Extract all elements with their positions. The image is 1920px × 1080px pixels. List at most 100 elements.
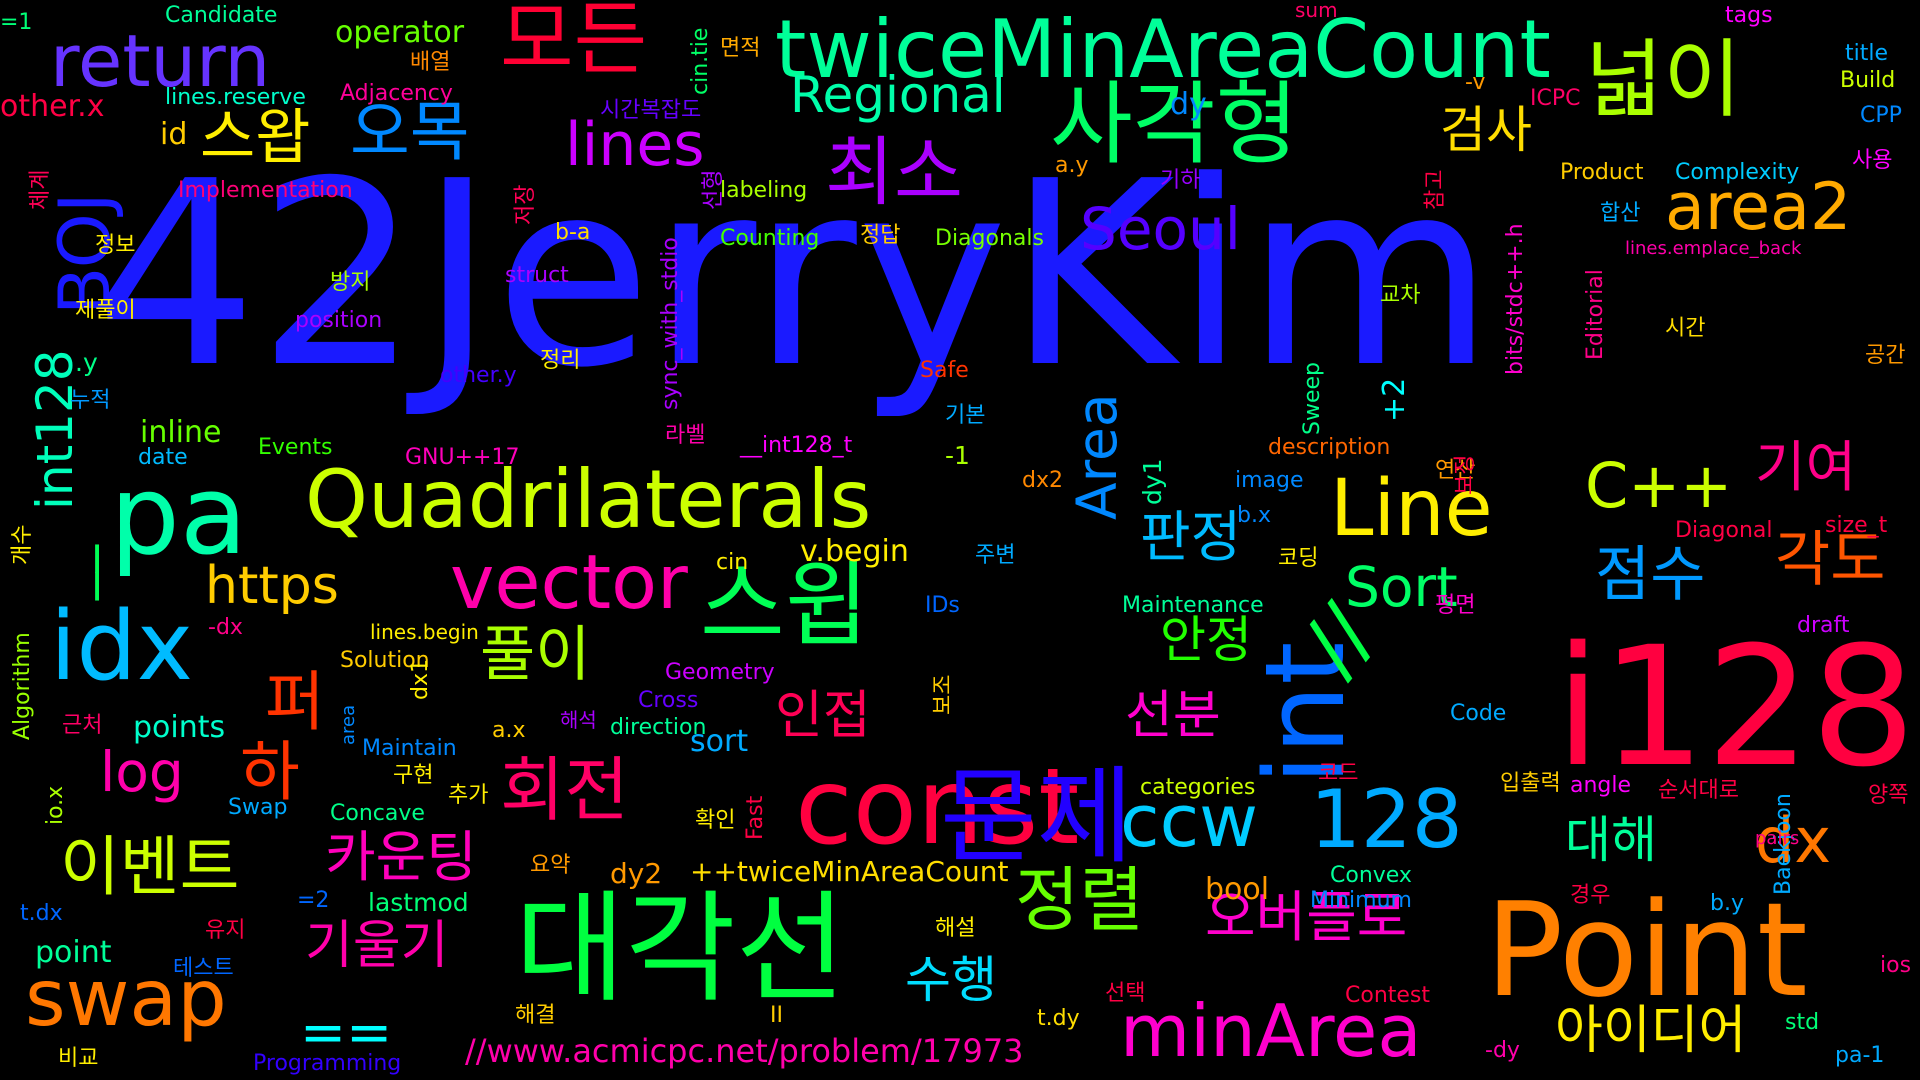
word: b.y — [1710, 891, 1744, 916]
word: 해결 — [515, 1003, 556, 1028]
word: Sweep — [1300, 362, 1325, 435]
word: dy — [1170, 87, 1207, 122]
word: 오목 — [350, 95, 470, 170]
word: 최소 — [825, 128, 964, 216]
word: description — [1268, 435, 1391, 460]
word: draft — [1797, 613, 1850, 638]
word: dy2 — [610, 857, 663, 890]
word: Implementation — [178, 178, 353, 203]
word: points — [133, 710, 226, 745]
word: ++twiceMinAreaCount — [690, 855, 1009, 888]
word: Line — [1330, 464, 1493, 554]
word: Complexity — [1675, 160, 1800, 185]
word: Sort — [1345, 555, 1458, 619]
word: cin — [716, 550, 749, 575]
word: twiceMinAreaCount — [775, 3, 1551, 96]
word: Maintain — [362, 736, 457, 761]
word: image — [1235, 468, 1304, 493]
word: Regional — [790, 66, 1006, 124]
word: 연산 — [1435, 458, 1476, 483]
word: idx — [50, 592, 193, 702]
word: b-a — [555, 220, 591, 245]
word: minArea — [1120, 989, 1422, 1073]
word: 경우 — [1570, 883, 1611, 908]
word: C++ — [1585, 449, 1733, 522]
word: ccw — [1120, 779, 1259, 863]
word: io.x — [43, 785, 68, 825]
word: other.y — [440, 363, 517, 388]
word: II — [770, 1003, 783, 1028]
word: size_t — [1825, 513, 1888, 538]
word: Adjacency — [340, 81, 453, 106]
word: 참고 — [1423, 169, 1448, 210]
word: pa-1 — [1835, 1043, 1885, 1068]
word: 비교 — [58, 1046, 99, 1071]
word: 각도 — [1775, 525, 1886, 595]
word: //www.acmicpc.net/problem/17973 — [465, 1032, 1024, 1070]
word: Counting — [720, 226, 820, 251]
word: area2 — [1665, 170, 1852, 245]
word: return — [50, 19, 271, 103]
word: 라벨 — [665, 423, 706, 448]
word: dy1 — [1138, 458, 1167, 505]
word: 보정 — [1453, 454, 1478, 495]
word: Algorithm — [10, 632, 35, 740]
word: 제풀이 — [75, 298, 136, 323]
word: 유지 — [205, 918, 246, 943]
word: 스왑 — [200, 103, 311, 173]
word: cin.tie — [688, 27, 713, 95]
word: 추가 — [448, 783, 489, 808]
word: dx — [1755, 804, 1832, 877]
word: 대각선 — [515, 880, 847, 1019]
word: 테스트 — [173, 956, 234, 981]
word: 정리 — [540, 348, 581, 373]
word: .y — [75, 348, 98, 377]
word: IDs — [925, 593, 960, 618]
word: Concave — [330, 801, 425, 826]
word: sync_with_stdio — [658, 237, 683, 410]
word: -v — [1465, 70, 1486, 95]
word: Editorial — [1583, 269, 1608, 360]
word: 정렬 — [1015, 859, 1144, 941]
word: 사용 — [1852, 148, 1893, 173]
word: t.dx — [20, 901, 63, 926]
word: 누적 — [70, 388, 111, 413]
word: 순서대로 — [1658, 778, 1739, 803]
word: lines.reserve — [165, 85, 306, 110]
word: -dx — [208, 615, 243, 640]
word: 코드 — [1318, 761, 1359, 786]
word: 교차 — [1380, 283, 1421, 308]
word: Solution — [340, 648, 430, 673]
word: 카운팅 — [325, 825, 477, 889]
word: Geometry — [665, 660, 775, 685]
word: Fast — [743, 795, 768, 840]
word: 스윕 — [700, 552, 870, 659]
word: https — [205, 556, 339, 616]
word: -1 — [945, 441, 970, 470]
word: a.x — [492, 718, 526, 743]
word: 배열 — [410, 50, 451, 75]
word: 방지 — [330, 270, 371, 295]
word: 요약 — [530, 853, 571, 878]
word: =2 — [297, 888, 330, 913]
word: int128 — [26, 349, 84, 510]
word: other.x — [0, 89, 105, 124]
word: Minimum — [1310, 888, 1412, 913]
word: 검사 — [1440, 101, 1532, 159]
word: labeling — [720, 178, 808, 203]
word: lines.begin — [370, 620, 479, 644]
word: sum — [1295, 0, 1338, 22]
word: 하 — [240, 735, 300, 810]
word: Product — [1560, 160, 1644, 185]
word: v.begin — [800, 534, 909, 569]
word: 합산 — [1600, 201, 1641, 226]
word: inline — [140, 415, 222, 450]
word: 기하 — [1160, 168, 1201, 193]
word: const — [795, 746, 1080, 868]
word: Contest — [1345, 983, 1431, 1008]
word: date — [138, 445, 188, 470]
word: dx1 — [408, 659, 433, 700]
word: 코딩 — [1278, 546, 1319, 571]
word: position — [295, 308, 383, 333]
word: 보조 — [931, 674, 956, 715]
